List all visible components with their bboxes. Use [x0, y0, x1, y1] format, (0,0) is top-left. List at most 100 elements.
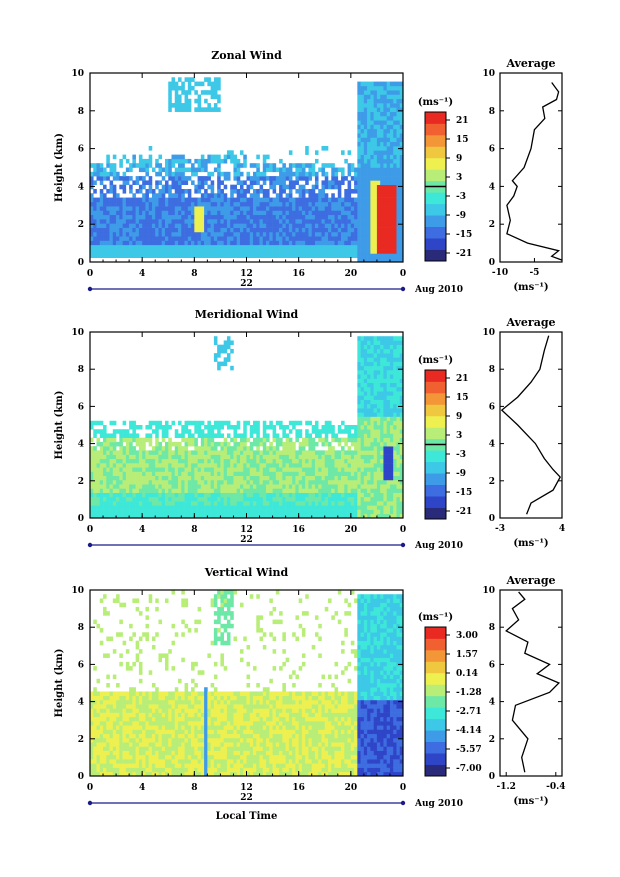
heatmap-cell [123, 484, 127, 489]
heatmap-cell [396, 172, 400, 177]
heatmap-cell [357, 86, 361, 91]
heatmap-cell [374, 353, 378, 358]
heatmap-cell [211, 510, 215, 515]
heatmap-cell [361, 82, 365, 87]
heatmap-cell [393, 249, 397, 254]
heatmap-cell [315, 450, 319, 455]
heatmap-cell [253, 480, 257, 485]
heatmap-cell [116, 232, 120, 237]
heatmap-cell [204, 193, 208, 198]
heatmap-cell [175, 193, 179, 198]
heatmap-cell [116, 198, 120, 203]
heatmap-cell [100, 467, 104, 472]
heatmap-cell [132, 202, 136, 207]
heatmap-cell [364, 480, 368, 485]
heatmap-cell [139, 185, 143, 190]
heatmap-cell [250, 180, 254, 185]
heatmap-cell [165, 484, 169, 489]
heatmap-cell [172, 86, 176, 91]
heatmap-cell [103, 493, 107, 498]
y-tick-label: 0 [78, 514, 84, 524]
colorbar-swatch [425, 123, 446, 135]
heatmap-cell [224, 362, 228, 367]
heatmap-cell [93, 510, 97, 515]
heatmap-cell [158, 446, 162, 451]
heatmap-cell [279, 223, 283, 228]
heatmap-cell [377, 189, 381, 194]
heatmap-cell [364, 137, 368, 142]
x-tick-label: 4 [139, 525, 145, 535]
heatmap-cell [357, 146, 361, 151]
heatmap-cell [344, 193, 348, 198]
heatmap-cell [273, 455, 277, 460]
heatmap-cell [126, 245, 130, 250]
heatmap-cell [393, 150, 397, 155]
heatmap-cell [214, 206, 218, 211]
heatmap-cell [178, 467, 182, 472]
heatmap-cell [299, 480, 303, 485]
heatmap-cell [377, 395, 381, 400]
heatmap-cell [367, 86, 371, 91]
x-tick-label: 12 [240, 525, 253, 535]
colorbar-tick-label: -9 [456, 211, 466, 221]
heatmap-cell [204, 446, 208, 451]
heatmap-cell [348, 193, 352, 198]
heatmap-cell [328, 459, 332, 464]
heatmap-cell [396, 417, 400, 422]
heatmap-cell [292, 232, 296, 237]
heatmap-cell [217, 421, 221, 426]
heatmap-cell [181, 249, 185, 254]
heatmap-cell [243, 210, 247, 215]
heatmap-cell [253, 172, 257, 177]
heatmap-cell [273, 236, 277, 241]
heatmap-cell [201, 510, 205, 515]
heatmap-cell [178, 241, 182, 246]
heatmap-cell [387, 395, 391, 400]
heatmap-cell [126, 467, 130, 472]
heatmap-cell [387, 202, 391, 207]
heatmap-cell [217, 442, 221, 447]
heatmap-cell [305, 198, 309, 203]
heatmap-cell [119, 253, 123, 258]
heatmap-cell [142, 215, 146, 220]
heatmap-cell [305, 228, 309, 233]
heatmap-cell [243, 446, 247, 451]
heatmap-cell [211, 455, 215, 460]
heatmap-cell [165, 421, 169, 426]
heatmap-cell [178, 472, 182, 477]
heatmap-cell [383, 438, 387, 443]
heatmap-cell [341, 249, 345, 254]
heatmap-cell [286, 450, 290, 455]
heatmap-cell [201, 480, 205, 485]
heatmap-cell [390, 82, 394, 87]
heatmap-cell [227, 421, 231, 426]
heatmap-cell [240, 215, 244, 220]
heatmap-cell [93, 467, 97, 472]
heatmap-cell [380, 146, 384, 151]
heatmap-cell [233, 484, 237, 489]
heatmap-cell [214, 459, 218, 464]
heatmap-cell [100, 738, 104, 743]
colorbar-tick-label: 9 [456, 154, 462, 164]
heatmap-cell [224, 484, 228, 489]
heatmap-cell [188, 223, 192, 228]
heatmap-cell [357, 383, 361, 388]
heatmap-cell [367, 408, 371, 413]
heatmap-cell [393, 99, 397, 104]
average-y-tick-label: 6 [489, 402, 495, 412]
heatmap-cell [361, 228, 365, 233]
heatmap-cell [126, 198, 130, 203]
heatmap-cell [374, 433, 378, 438]
heatmap-cell [237, 455, 241, 460]
heatmap-cell [256, 450, 260, 455]
heatmap-cell [227, 442, 231, 447]
heatmap-cell [370, 463, 374, 468]
heatmap-cell [367, 438, 371, 443]
heatmap-cell [367, 400, 371, 405]
heatmap-cell [136, 223, 140, 228]
heatmap-cell [295, 219, 299, 224]
heatmap-cell [364, 510, 368, 515]
heatmap-cell [266, 455, 270, 460]
heatmap-cell [377, 107, 381, 112]
